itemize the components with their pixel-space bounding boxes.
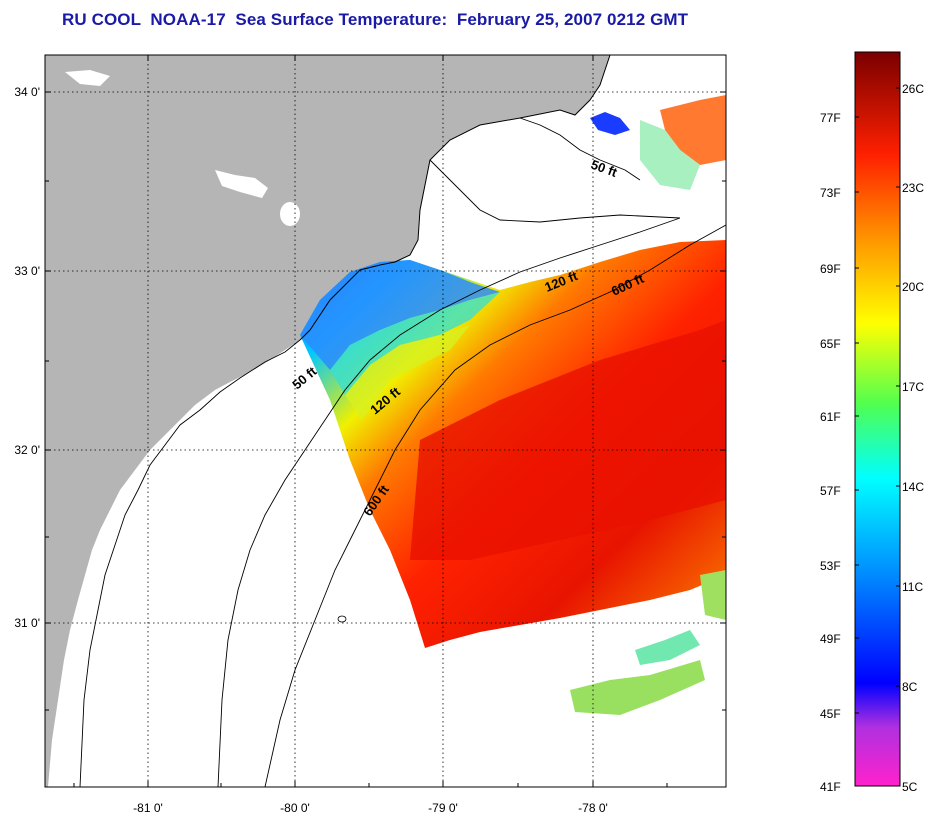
colorbar-label-c: 11C: [902, 580, 924, 594]
colorbar-label-c: 8C: [902, 680, 918, 694]
axis-ticks: [45, 55, 726, 787]
lat-label: 34 0': [14, 85, 40, 99]
colorbar-label-f: 41F: [820, 780, 841, 794]
map-frame: [44, 54, 727, 788]
colorbar-label-c: 26C: [902, 82, 925, 96]
cloud-patch: [640, 120, 700, 190]
contour-line-600ft: [264, 224, 726, 787]
colorbar-label-f: 73F: [820, 186, 841, 200]
contour-line-120ft: [217, 217, 681, 787]
coastline: [299, 55, 611, 341]
colorbar-label-f: 77F: [820, 111, 841, 125]
seamount-contour: [337, 615, 347, 623]
cloud-patch: [570, 660, 705, 715]
page-title: RU COOL NOAA-17 Sea Surface Temperature:…: [62, 10, 689, 29]
colorbar-label-f: 45F: [820, 707, 841, 721]
colorbar-label-c: 20C: [902, 280, 925, 294]
lon-label: -81 0': [133, 801, 163, 815]
lat-label: 31 0': [14, 616, 40, 630]
lon-label: -78 0': [578, 801, 608, 815]
contour-line-50ft: [79, 339, 301, 787]
cloud-patch: [635, 630, 700, 665]
inland-lake: [280, 202, 300, 226]
cool-water-band: [300, 260, 500, 370]
lon-label: -79 0': [428, 801, 458, 815]
cool-water-patch: [590, 112, 630, 135]
cool-water-band: [330, 292, 500, 395]
colorbar-label-c: 23C: [902, 181, 925, 195]
colorbar-label-f: 57F: [820, 484, 841, 498]
colorbar-label-f: 53F: [820, 559, 841, 573]
inland-lake: [215, 170, 268, 198]
colorbar-label-c: 14C: [902, 480, 925, 494]
contour-line-shelf: [429, 159, 681, 223]
colorbar: [854, 51, 901, 787]
colorbar-label-f: 49F: [820, 632, 841, 646]
gulf-stream-core: [410, 320, 726, 560]
colorbar-label-f: 65F: [820, 337, 841, 351]
lat-label: 33 0': [14, 264, 40, 278]
colorbar-label-c: 5C: [902, 780, 918, 794]
colorbar-label-c: 17C: [902, 380, 925, 394]
mid-water-band: [345, 325, 470, 420]
lat-label: 32 0': [14, 443, 40, 457]
contour-line-50ft-north: [519, 117, 641, 181]
colorbar-ticks: [855, 87, 900, 714]
ocean-north: [620, 55, 726, 100]
colorbar-label-f: 69F: [820, 262, 841, 276]
colorbar-label-f: 61F: [820, 410, 841, 424]
warm-water-patch: [660, 95, 726, 165]
lon-label: -80 0': [280, 801, 310, 815]
graticule: [45, 55, 726, 787]
inland-lake: [65, 70, 110, 86]
cloud-patch: [700, 570, 726, 620]
land-mass: [45, 55, 610, 787]
